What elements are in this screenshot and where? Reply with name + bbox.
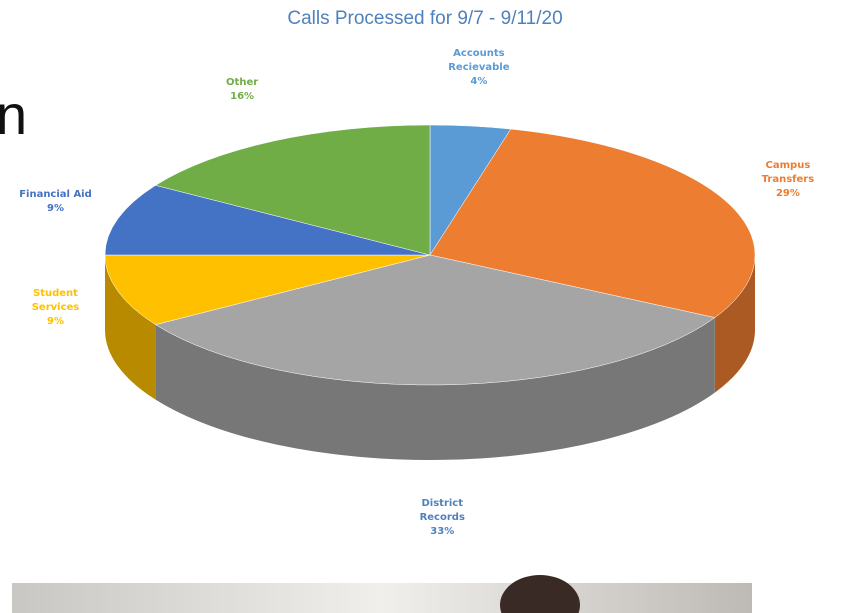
value-label: 9% <box>46 203 64 215</box>
data-label: Campus Transfers 29% <box>743 159 833 201</box>
slice <box>104 254 431 325</box>
data-label: Financial Aid 9% <box>10 188 100 216</box>
slice <box>429 128 756 318</box>
value-label: 16% <box>230 90 255 102</box>
value-label: 4% <box>470 75 488 87</box>
value-label: 33% <box>430 526 455 538</box>
slice <box>104 185 431 256</box>
value-label: 9% <box>46 315 64 327</box>
category-label: Student Services <box>31 287 80 313</box>
category-label: Accounts Recievable <box>448 47 510 73</box>
category-label: Financial Aid <box>19 189 92 201</box>
data-label: Other 16% <box>197 76 287 104</box>
photo-person <box>500 575 580 613</box>
photo <box>12 583 752 613</box>
value-label: 29% <box>775 188 800 200</box>
slice <box>154 254 716 386</box>
data-label: Student Services 9% <box>10 287 100 329</box>
chart-title: Calls Processed for 9/7 - 9/11/20 <box>287 8 563 29</box>
data-label: District Records 33% <box>397 497 487 539</box>
slice <box>154 124 431 256</box>
slice-side <box>714 255 755 393</box>
slide-text-fragment: n <box>0 83 28 146</box>
category-label: Campus Transfers <box>761 160 815 186</box>
data-label: Accounts Recievable 4% <box>434 47 524 89</box>
category-label: Other <box>226 76 259 88</box>
category-label: District Records <box>419 498 465 524</box>
slice-side <box>155 317 715 461</box>
